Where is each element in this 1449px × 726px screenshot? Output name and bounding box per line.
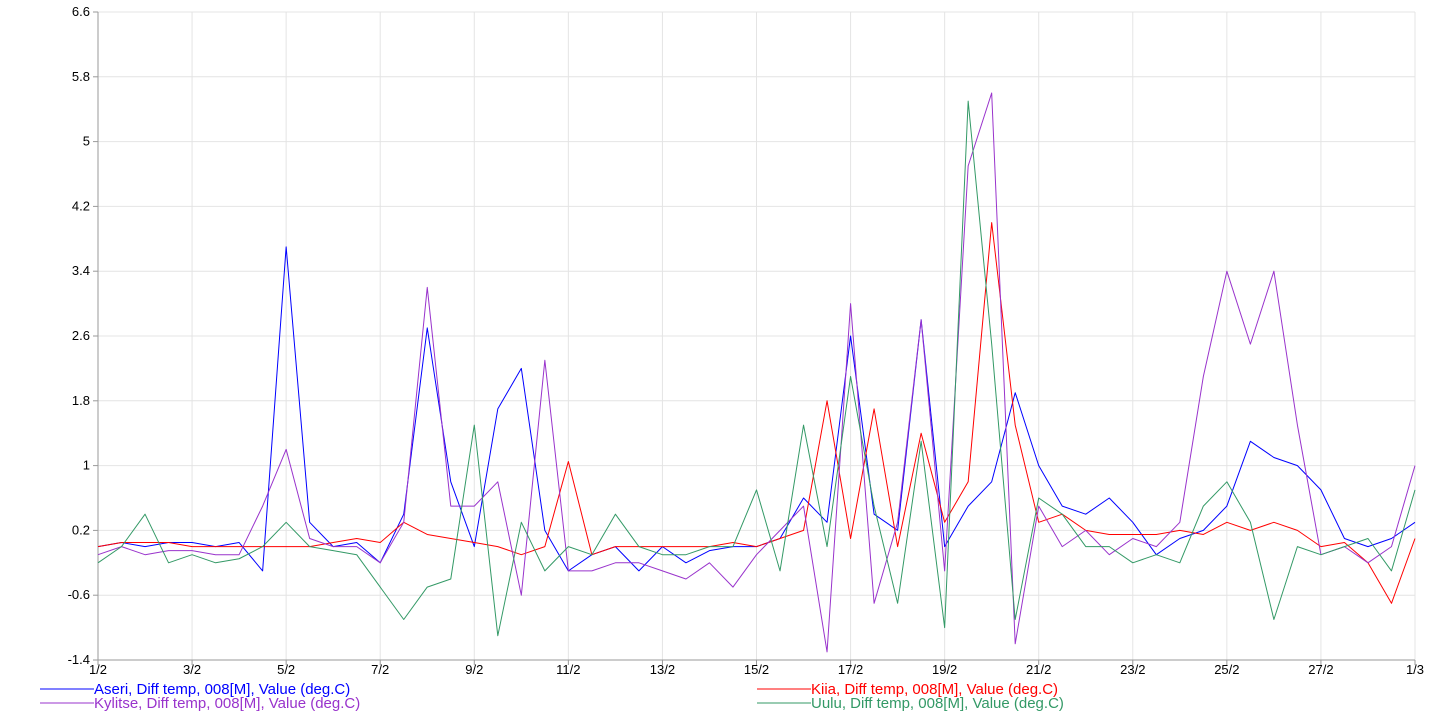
x-tick-label: 27/2 (1308, 662, 1333, 677)
x-tick-label: 1/3 (1406, 662, 1424, 677)
series-line (97, 92, 1416, 653)
y-tick-label: -1.4 (68, 652, 90, 667)
x-tick-label: 3/2 (183, 662, 201, 677)
y-tick-label: 5 (83, 134, 90, 149)
legend-label: Aseri, Diff temp, 008[M], Value (deg.C) (94, 681, 350, 698)
x-tick-label: 5/2 (277, 662, 295, 677)
x-tick-label: 7/2 (371, 662, 389, 677)
y-tick-label: -0.6 (68, 587, 90, 602)
y-tick-label: 2.6 (72, 328, 90, 343)
y-tick-label: 1 (83, 458, 90, 473)
x-tick-label: 13/2 (650, 662, 675, 677)
x-tick-label: 9/2 (465, 662, 483, 677)
series-line (97, 222, 1416, 604)
x-tick-label: 23/2 (1120, 662, 1145, 677)
x-tick-label: 17/2 (838, 662, 863, 677)
y-tick-label: 0.2 (72, 522, 90, 537)
series-line (97, 100, 1416, 637)
y-tick-label: 4.2 (72, 198, 90, 213)
legend-label: Uulu, Diff temp, 008[M], Value (deg.C) (811, 695, 1064, 712)
x-tick-label: 1/2 (89, 662, 107, 677)
legend-label: Kylitse, Diff temp, 008[M], Value (deg.C… (94, 695, 360, 712)
x-tick-label: 19/2 (932, 662, 957, 677)
legend-label: Kiia, Diff temp, 008[M], Value (deg.C) (811, 681, 1058, 698)
y-tick-label: 1.8 (72, 393, 90, 408)
y-tick-label: 6.6 (72, 4, 90, 19)
x-tick-label: 25/2 (1214, 662, 1239, 677)
y-tick-label: 5.8 (72, 69, 90, 84)
x-tick-label: 21/2 (1026, 662, 1051, 677)
y-tick-label: 3.4 (72, 263, 90, 278)
x-tick-label: 11/2 (556, 662, 580, 677)
x-tick-label: 15/2 (744, 662, 769, 677)
